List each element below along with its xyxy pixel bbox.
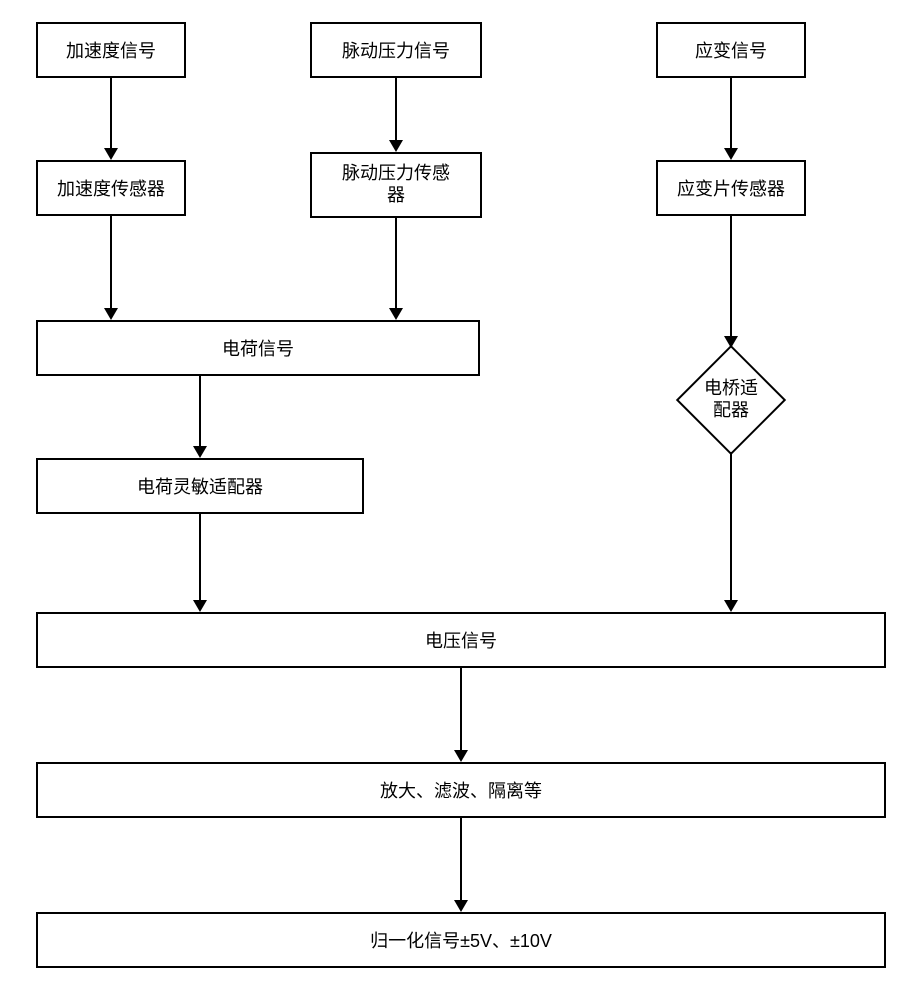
edge-arrowhead xyxy=(104,148,118,160)
edge-arrowhead xyxy=(104,308,118,320)
node-accel-sensor: 加速度传感器 xyxy=(36,160,186,216)
node-label: 应变片传感器 xyxy=(677,175,785,201)
edge-line xyxy=(199,514,201,600)
node-label: 电压信号 xyxy=(425,627,497,653)
edge-line xyxy=(730,452,732,600)
edge-line xyxy=(730,78,732,148)
edge-arrowhead xyxy=(193,600,207,612)
edge-line xyxy=(110,78,112,148)
node-label: 电桥适 配器 xyxy=(704,378,758,421)
edge-line xyxy=(460,818,462,900)
edge-line xyxy=(199,376,201,446)
node-label: 应变信号 xyxy=(695,37,767,63)
node-label: 加速度信号 xyxy=(66,37,156,63)
node-charge-adapter: 电荷灵敏适配器 xyxy=(36,458,364,514)
node-strain-signal: 应变信号 xyxy=(656,22,806,78)
node-accel-signal: 加速度信号 xyxy=(36,22,186,78)
edge-line xyxy=(395,78,397,140)
edge-line xyxy=(110,216,112,308)
edge-arrowhead xyxy=(454,900,468,912)
node-amplify: 放大、滤波、隔离等 xyxy=(36,762,886,818)
node-label: 放大、滤波、隔离等 xyxy=(380,777,542,803)
node-bridge-adapter: 电桥适 配器 xyxy=(676,345,786,455)
node-label: 加速度传感器 xyxy=(57,175,165,201)
edge-arrowhead xyxy=(193,446,207,458)
node-label: 脉动压力信号 xyxy=(342,37,450,63)
node-pulse-signal: 脉动压力信号 xyxy=(310,22,482,78)
node-normalized: 归一化信号±5V、±10V xyxy=(36,912,886,968)
node-charge-signal: 电荷信号 xyxy=(36,320,480,376)
node-pulse-sensor: 脉动压力传感 器 xyxy=(310,152,482,218)
node-strain-sensor: 应变片传感器 xyxy=(656,160,806,216)
node-label: 归一化信号±5V、±10V xyxy=(370,927,552,953)
node-label: 电荷信号 xyxy=(222,335,294,361)
edge-line xyxy=(730,216,732,338)
edge-arrowhead xyxy=(724,148,738,160)
node-label: 电荷灵敏适配器 xyxy=(137,473,263,499)
edge-arrowhead xyxy=(724,336,738,348)
node-voltage-signal: 电压信号 xyxy=(36,612,886,668)
edge-arrowhead xyxy=(454,750,468,762)
edge-line xyxy=(395,218,397,308)
edge-line xyxy=(460,668,462,750)
edge-arrowhead xyxy=(389,308,403,320)
edge-arrowhead xyxy=(389,140,403,152)
edge-arrowhead xyxy=(724,600,738,612)
node-label: 脉动压力传感 器 xyxy=(342,163,450,206)
